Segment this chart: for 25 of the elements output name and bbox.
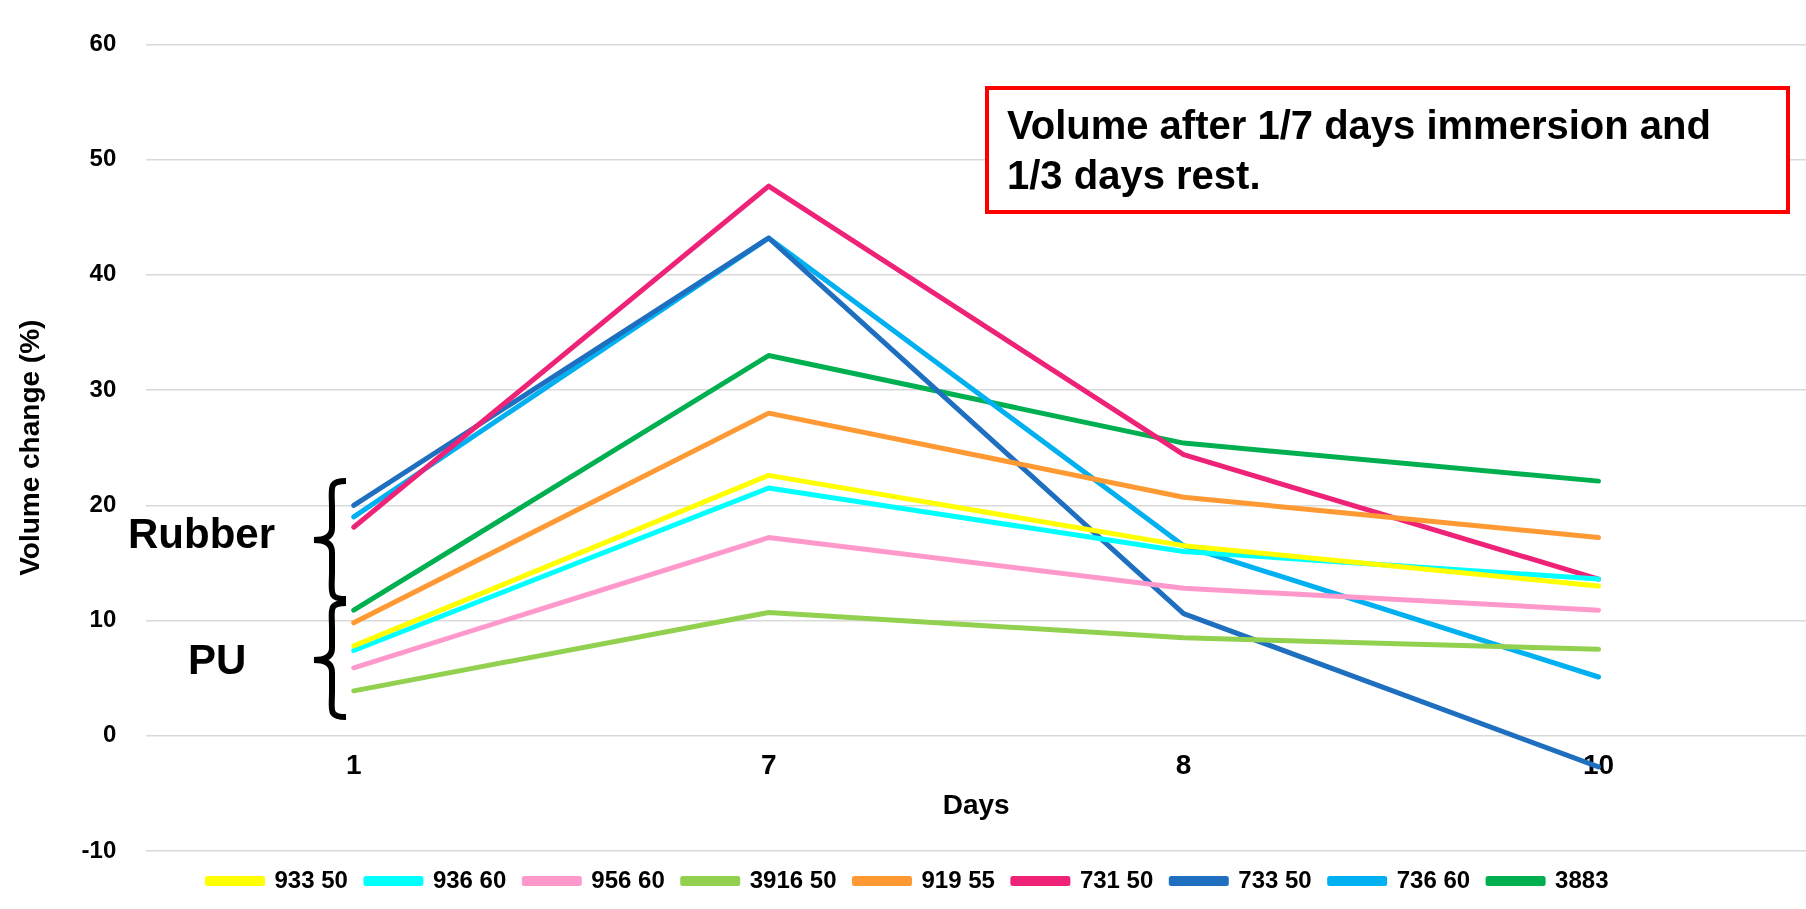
y-tick-label: 50 bbox=[89, 144, 117, 172]
y-tick-label: -10 bbox=[81, 835, 117, 863]
y-tick-label: 40 bbox=[89, 259, 117, 287]
legend-label: 3883 bbox=[1555, 865, 1609, 893]
annotation: PU bbox=[188, 636, 247, 684]
annotation: Volume after 1/7 days immersion and 1/3 days rest. bbox=[985, 86, 1790, 214]
y-tick-label: 20 bbox=[89, 489, 117, 517]
x-tick-label: 1 bbox=[345, 749, 362, 781]
annotation: Rubber bbox=[128, 510, 275, 558]
legend-label: 731 50 bbox=[1079, 865, 1154, 893]
y-tick-label: 0 bbox=[102, 720, 117, 748]
legend-label: 933 50 bbox=[274, 865, 348, 893]
y-tick-label: 10 bbox=[89, 605, 117, 633]
legend-label: 956 60 bbox=[591, 865, 665, 893]
x-tick-label: 8 bbox=[1175, 749, 1192, 781]
x-tick-label: 7 bbox=[760, 749, 777, 781]
legend-label: 736 60 bbox=[1396, 865, 1471, 893]
legend-label: 3916 50 bbox=[749, 865, 837, 893]
legend-label: 919 55 bbox=[921, 865, 995, 893]
y-tick-label: 60 bbox=[89, 29, 117, 57]
legend-label: 936 60 bbox=[432, 865, 507, 893]
y-tick-label: 30 bbox=[89, 374, 117, 402]
x-axis-title: Days bbox=[942, 788, 1010, 820]
y-axis-title: Volume change (%) bbox=[13, 319, 45, 576]
legend-label: 733 50 bbox=[1238, 865, 1312, 893]
